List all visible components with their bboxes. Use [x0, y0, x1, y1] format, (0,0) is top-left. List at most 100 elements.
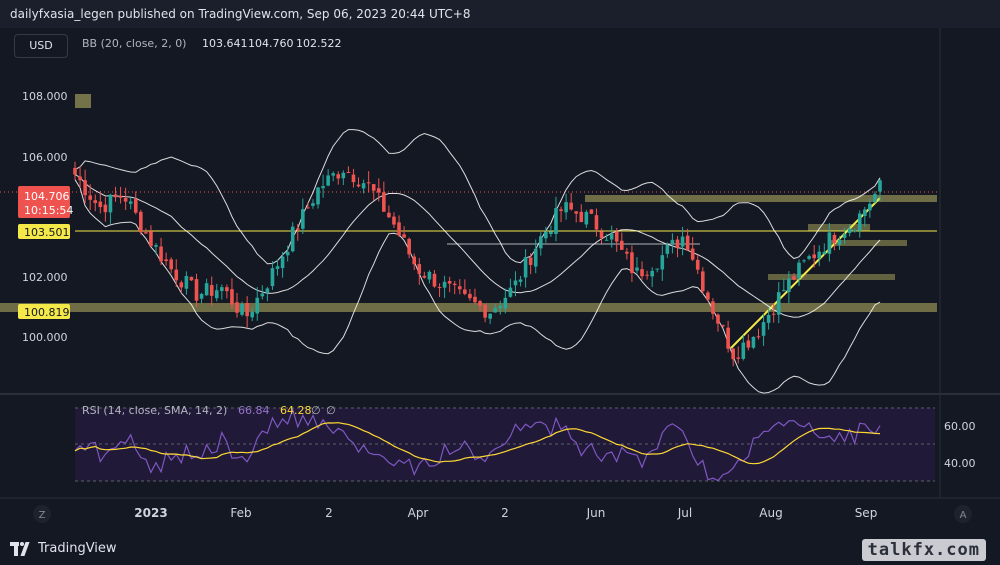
candle-body: [604, 239, 609, 241]
bb-legend-upper: 104.760: [248, 37, 294, 50]
candle-body: [270, 268, 275, 287]
candle-body: [863, 209, 867, 216]
bollinger-bands: [74, 129, 881, 394]
candle-body: [220, 287, 224, 292]
zone-100-8[interactable]: [0, 303, 937, 312]
candle-body: [442, 281, 447, 288]
candle-body: [503, 297, 508, 309]
candle-body: [807, 256, 811, 259]
candle-body: [533, 248, 538, 267]
candle-body: [371, 184, 376, 191]
zone-103-3[interactable]: [830, 240, 907, 246]
candle-body: [260, 293, 265, 297]
candle-body: [108, 194, 113, 213]
tradingview-logo[interactable]: TradingView: [10, 541, 117, 556]
candle-body: [589, 209, 594, 214]
candle-body: [756, 336, 761, 338]
candle-body: [230, 289, 234, 305]
candle-body: [771, 313, 776, 315]
candle-body: [447, 280, 452, 284]
candle-body: [837, 239, 842, 245]
zone-102[interactable]: [768, 274, 895, 280]
candle-body: [544, 231, 548, 239]
rsi-legend-sma: 64.28: [280, 404, 312, 417]
candle-body: [73, 167, 77, 175]
candle-body: [407, 238, 411, 255]
candle-body: [832, 234, 837, 244]
candle-body: [93, 200, 98, 204]
zoom-reset-button[interactable]: [33, 505, 51, 523]
zone-103-8[interactable]: [808, 224, 870, 231]
candle-body: [245, 302, 249, 317]
candle-body: [468, 293, 472, 299]
candle-body: [675, 239, 680, 248]
candle-body: [685, 235, 690, 251]
candle-body: [285, 251, 290, 256]
candle-body: [645, 274, 649, 276]
candle-body: [665, 244, 670, 254]
price-tick-108: 108.000: [22, 90, 68, 103]
time-tick-apr: Apr: [408, 506, 429, 520]
candle-body: [523, 257, 528, 278]
zone-108[interactable]: [75, 94, 91, 108]
trend-line[interactable]: [730, 197, 881, 349]
rsi-legend-value: 66.84: [238, 404, 270, 417]
candle-body: [240, 304, 244, 315]
chart-area[interactable]: USD BB (20, close, 2, 0) 103.641 104.760…: [0, 28, 1000, 533]
candle-body: [128, 201, 133, 204]
candle-body: [878, 180, 882, 192]
candle-body: [655, 268, 660, 270]
last-price-value: 104.706: [24, 190, 70, 203]
time-tick-aug: Aug: [759, 506, 782, 520]
candle-body: [103, 204, 108, 213]
candle-body: [321, 186, 325, 189]
candle-body: [782, 290, 786, 292]
candle-body: [118, 195, 123, 198]
candle-body: [822, 251, 827, 254]
bb-upper-band: [74, 129, 881, 265]
candle-body: [457, 286, 462, 290]
candle-body: [402, 234, 406, 238]
candle-body: [235, 302, 239, 313]
candle-body: [513, 280, 518, 286]
candle-body: [295, 228, 300, 231]
candle-body: [316, 187, 320, 205]
candle-body: [225, 287, 229, 292]
candle-body: [731, 348, 735, 360]
candle-body: [280, 256, 285, 269]
candle-body: [559, 209, 563, 211]
zone-104-7[interactable]: [585, 195, 937, 202]
time-tick-jun: Jun: [586, 506, 606, 520]
candle-body: [290, 226, 295, 252]
candle-body: [660, 255, 665, 270]
candle-body: [609, 233, 614, 240]
candle-body: [382, 192, 386, 212]
currency-button[interactable]: USD: [14, 34, 68, 58]
candle-body: [498, 305, 503, 309]
candle-body: [346, 171, 351, 173]
candle-body: [301, 209, 305, 229]
candle-body: [139, 211, 143, 233]
candle-body: [275, 266, 280, 269]
tradingview-logo-icon: [10, 541, 32, 556]
candle-body: [88, 195, 92, 200]
countdown-value: 10:15:54: [24, 204, 73, 217]
candle-body: [776, 292, 781, 315]
chart-svg[interactable]: BB (20, close, 2, 0) 103.641 104.760 102…: [0, 28, 1000, 533]
candle-body: [625, 251, 629, 254]
candle-body: [83, 180, 87, 196]
candle-body: [538, 236, 543, 249]
candles: [73, 161, 882, 367]
candle-body: [746, 340, 751, 348]
candle-body: [508, 287, 513, 297]
candle-body: [635, 267, 639, 271]
time-tick-2a: 2: [325, 506, 333, 520]
bb-lower-band: [74, 179, 881, 394]
price-tick-100: 100.000: [22, 331, 68, 344]
footer: TradingView talkfx.com: [0, 533, 1000, 565]
auto-scale-button[interactable]: [954, 505, 972, 523]
candle-body: [706, 292, 710, 300]
candle-body: [549, 231, 553, 235]
candle-body: [194, 279, 199, 301]
candle-body: [695, 259, 700, 270]
